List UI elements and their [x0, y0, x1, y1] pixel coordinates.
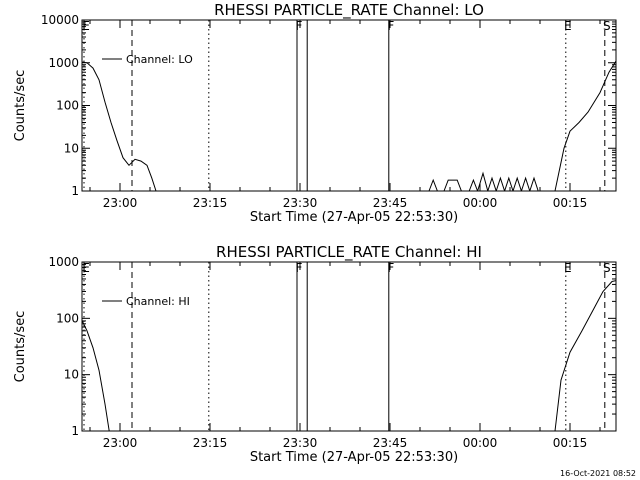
flag-label: F — [296, 261, 303, 275]
flag-label: S — [603, 261, 611, 275]
y-axis-label: Counts/sec — [13, 311, 28, 383]
series-line-segment — [82, 319, 110, 431]
y-tick-label: 1000 — [48, 255, 79, 269]
x-axis-label: Start Time (27-Apr-05 22:53:30) — [250, 210, 458, 225]
y-tick-label: 100 — [56, 311, 79, 325]
plot-channel-hi: RHESSI PARTICLE_RATE Channel: HI 1 10 100 10… — [13, 243, 617, 465]
x-tick-label: 23:45 — [373, 196, 408, 210]
plot-frame — [81, 261, 617, 432]
x-tick-label: 23:30 — [283, 196, 318, 210]
y-tick-label: 1 — [71, 184, 79, 198]
plot-channel-lo: RHESSI PARTICLE_RATE Channel: LO 1 10 100 10… — [13, 1, 617, 225]
legend-label: Channel: LO — [126, 53, 193, 66]
flag-label: E — [564, 261, 572, 275]
series-line-segment — [82, 61, 157, 191]
flag-label: E — [82, 261, 90, 275]
flag-label: S — [603, 19, 611, 33]
series-line-segment — [554, 280, 616, 431]
flag-label: F — [387, 261, 394, 275]
series-line-segment — [428, 171, 539, 191]
x-tick-label: 23:00 — [103, 436, 138, 450]
y-tick-label: 1 — [71, 424, 79, 438]
x-tick-label: 00:15 — [553, 196, 588, 210]
x-tick-label: 23:45 — [373, 436, 408, 450]
flag-label: F — [296, 19, 303, 33]
plot-frame — [81, 19, 617, 192]
x-tick-label: 23:15 — [193, 436, 228, 450]
y-tick-label: 10000 — [41, 13, 79, 27]
flag-label: F — [387, 19, 394, 33]
timestamp: 16-Oct-2021 08:52 — [560, 469, 636, 478]
chart-title: RHESSI PARTICLE_RATE Channel: HI — [216, 243, 482, 262]
x-tick-label: 23:00 — [103, 196, 138, 210]
x-tick-label: 00:00 — [463, 436, 498, 450]
flag-label: E — [82, 19, 90, 33]
y-tick-label: 1000 — [48, 56, 79, 70]
y-tick-label: 10 — [64, 141, 79, 155]
series-line-segment — [554, 60, 616, 191]
x-tick-label: 00:00 — [463, 196, 498, 210]
y-axis-label: Counts/sec — [13, 70, 28, 142]
x-axis-label: Start Time (27-Apr-05 22:53:30) — [250, 450, 458, 465]
y-tick-label: 100 — [56, 99, 79, 113]
y-tick-label: 10 — [64, 368, 79, 382]
x-tick-label: 23:30 — [283, 436, 318, 450]
chart-title: RHESSI PARTICLE_RATE Channel: LO — [214, 1, 484, 20]
legend-label: Channel: HI — [126, 295, 190, 308]
flag-label: E — [564, 19, 572, 33]
x-tick-label: 00:15 — [553, 436, 588, 450]
x-tick-label: 23:15 — [193, 196, 228, 210]
